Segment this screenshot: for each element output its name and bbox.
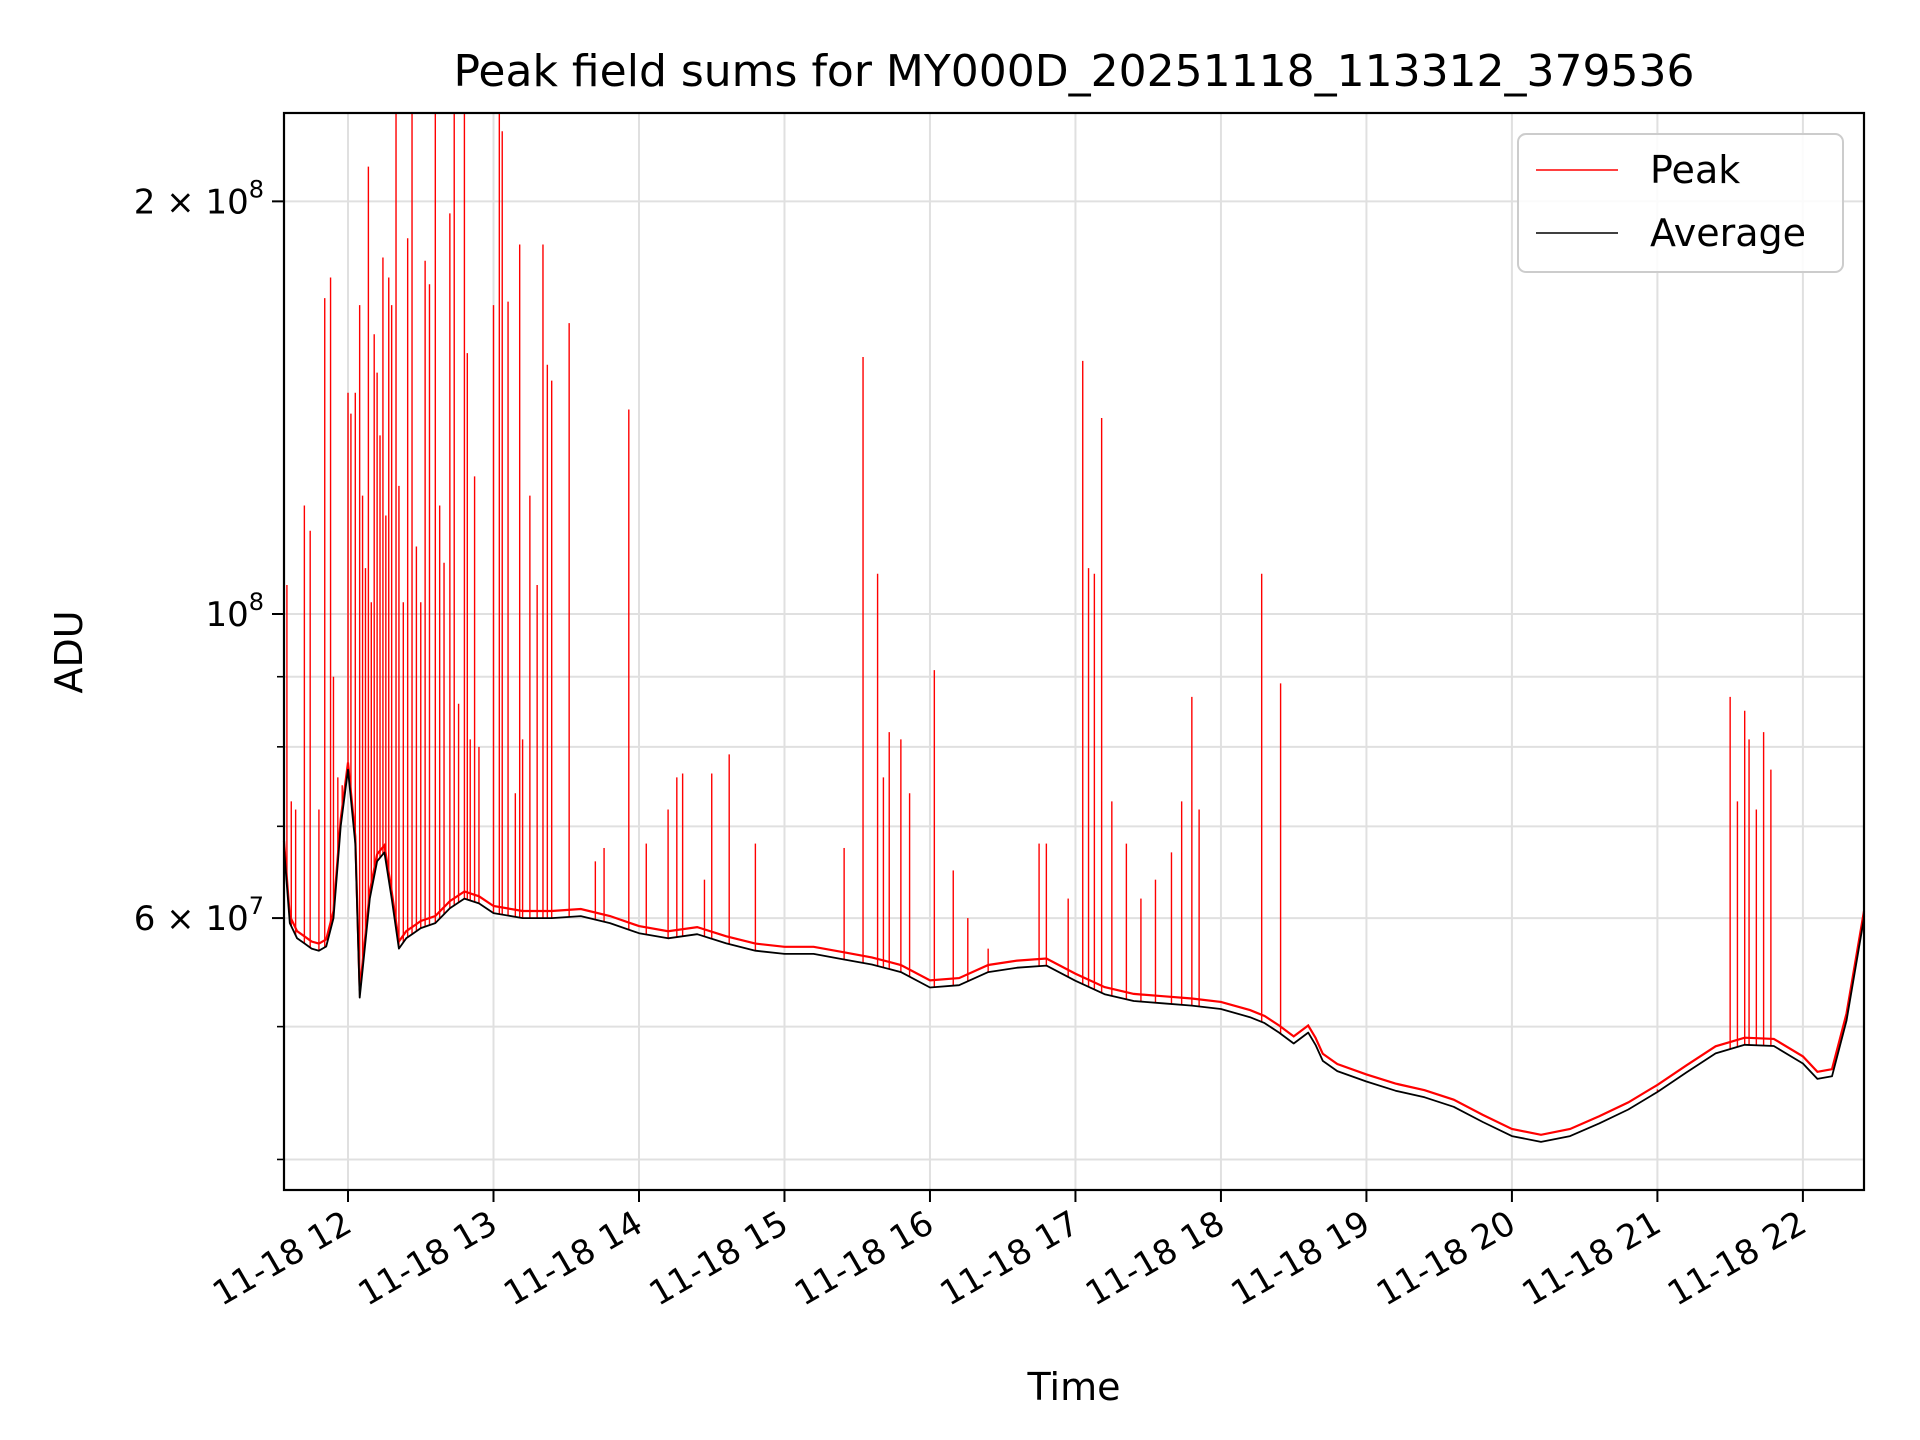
legend: Peak Average <box>1517 133 1844 273</box>
x-axis-label: Time <box>1027 1365 1121 1409</box>
legend-box <box>1517 133 1844 273</box>
chart-title: Peak field sums for MY000D_20251118_1133… <box>453 46 1694 97</box>
y-tick-label: 2 × 108 <box>134 175 264 222</box>
plot-frame <box>282 111 1866 1192</box>
legend-peak-label: Peak <box>1650 148 1740 192</box>
peak-series <box>282 113 1866 1136</box>
legend-average-label: Average <box>1650 211 1806 255</box>
y-axis-label: ADU <box>47 610 91 693</box>
average-series <box>283 768 1865 1143</box>
y-tick-label: 108 <box>205 588 264 635</box>
y-tick-label: 6 × 107 <box>134 892 264 939</box>
average-line <box>283 768 1865 1143</box>
